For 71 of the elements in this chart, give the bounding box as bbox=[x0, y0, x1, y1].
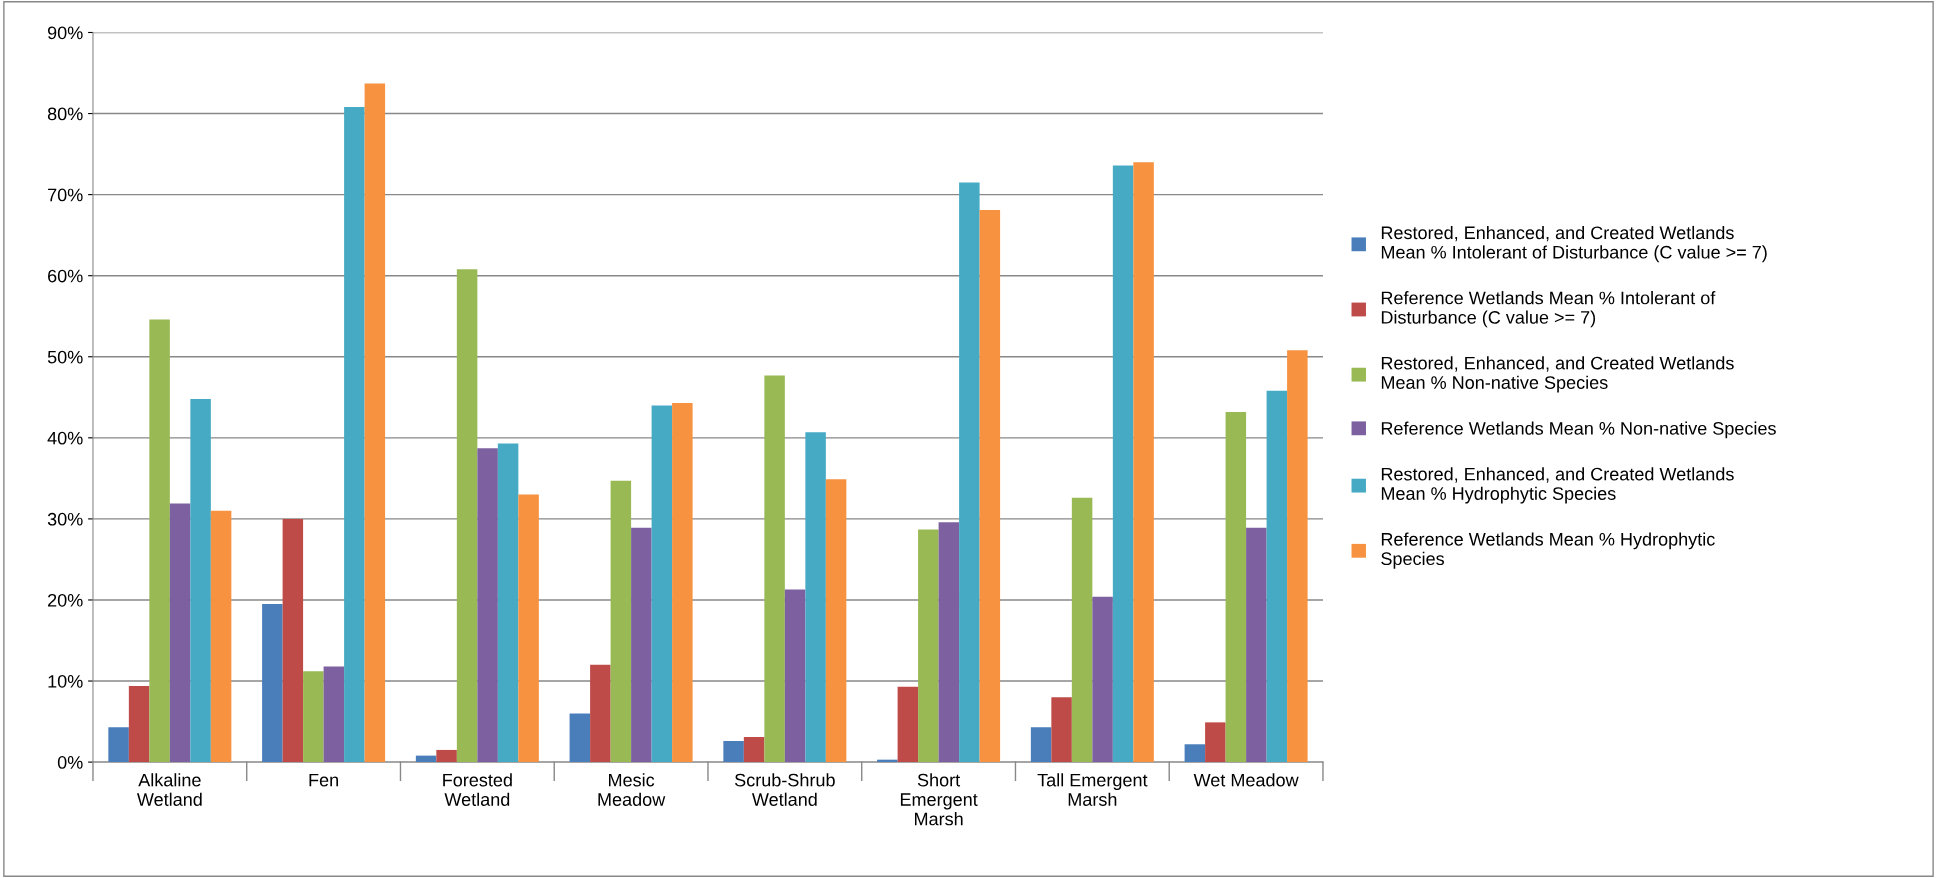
bar bbox=[456, 269, 478, 763]
bar bbox=[938, 522, 960, 763]
y-tick-label: 20% bbox=[48, 593, 83, 607]
bar bbox=[210, 510, 232, 763]
bar bbox=[282, 518, 304, 763]
legend-label: Reference Wetlands Mean % Intolerant of Disturbance (C value >= 7) bbox=[1381, 291, 1716, 328]
bar bbox=[1184, 744, 1206, 763]
bar bbox=[959, 182, 980, 763]
bar bbox=[108, 727, 129, 763]
y-tick-label: 0% bbox=[57, 756, 83, 769]
x-tick-label: Tall Emergent Marsh bbox=[1037, 773, 1148, 806]
y-tick-label: 80% bbox=[47, 107, 83, 121]
bar bbox=[897, 686, 919, 763]
bar bbox=[1205, 722, 1226, 763]
x-tick-label: Wet Meadow bbox=[1193, 773, 1299, 787]
bar bbox=[364, 83, 386, 763]
legend-label: Reference Wetlands Mean % Non-native Species bbox=[1381, 421, 1776, 439]
legend-label: Restored, Enhanced, and Created Wetlands Mean % Intolerant of Disturbance (C value >= 7) bbox=[1381, 225, 1767, 263]
bar bbox=[1051, 697, 1072, 763]
y-tick-label: 10% bbox=[48, 674, 83, 688]
bar bbox=[1287, 350, 1308, 763]
bar bbox=[477, 448, 498, 763]
bar bbox=[344, 107, 365, 763]
bar bbox=[1266, 390, 1288, 763]
bar bbox=[149, 319, 170, 763]
y-tick-label: 70% bbox=[48, 188, 83, 202]
bar bbox=[436, 749, 457, 763]
bar bbox=[723, 741, 744, 763]
bar bbox=[631, 527, 652, 763]
bar bbox=[764, 375, 785, 763]
x-tick-label: Alkaline Wetland bbox=[136, 773, 202, 806]
bar bbox=[1071, 497, 1093, 763]
bar bbox=[303, 671, 324, 763]
bar bbox=[743, 736, 765, 763]
y-tick-label: 90% bbox=[47, 26, 83, 40]
bar bbox=[128, 685, 150, 763]
bar bbox=[323, 666, 345, 763]
legend-label: Restored, Enhanced, and Created Wetlands Mean % Hydrophytic Species bbox=[1381, 467, 1734, 504]
bar bbox=[805, 432, 826, 763]
x-tick-label: Fen bbox=[309, 773, 338, 787]
bar bbox=[518, 494, 539, 763]
bar bbox=[918, 529, 939, 763]
bar bbox=[1030, 727, 1052, 763]
legend-label: Reference Wetlands Mean % Hydrophytic Species bbox=[1381, 532, 1715, 569]
bar bbox=[672, 402, 693, 763]
bar bbox=[262, 604, 283, 763]
bar bbox=[1133, 162, 1154, 763]
y-tick-label: 60% bbox=[48, 269, 83, 283]
y-tick-label: 50% bbox=[47, 350, 83, 364]
legend-label: Restored, Enhanced, and Created Wetlands Mean % Non-native Species bbox=[1381, 356, 1734, 393]
x-tick-label: Scrub-Shrub Wetland bbox=[734, 773, 835, 806]
bar bbox=[169, 503, 191, 763]
bar bbox=[1112, 165, 1134, 763]
y-tick-label: 30% bbox=[47, 512, 83, 526]
bar bbox=[1092, 596, 1113, 763]
bar bbox=[825, 479, 847, 763]
bar bbox=[569, 713, 591, 763]
bar bbox=[979, 210, 1001, 763]
x-tick-label: Mesic Meadow bbox=[598, 773, 666, 806]
bar bbox=[590, 664, 611, 763]
bar bbox=[1246, 527, 1267, 763]
x-tick-label: Short Emergent Marsh bbox=[900, 773, 978, 826]
x-tick-label: Forested Wetland bbox=[443, 773, 512, 806]
bar bbox=[784, 589, 806, 763]
bar bbox=[610, 480, 632, 763]
y-tick-label: 40% bbox=[47, 431, 83, 445]
bar bbox=[415, 755, 437, 763]
bar bbox=[497, 443, 519, 763]
bar bbox=[651, 405, 673, 763]
bar bbox=[1225, 411, 1247, 763]
bar bbox=[190, 398, 211, 763]
